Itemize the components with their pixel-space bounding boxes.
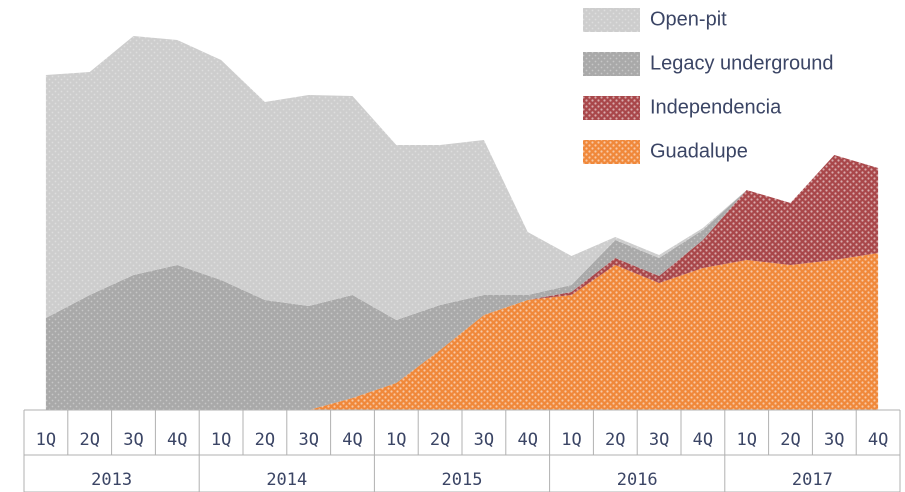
x-tick-label: 2Q [605, 430, 625, 450]
x-tick-label: 3Q [474, 430, 494, 450]
legend-label: Guadalupe [650, 140, 748, 162]
x-tick-label: 3Q [298, 430, 318, 450]
area [45, 253, 879, 410]
x-tick-label: 1Q [561, 430, 581, 450]
x-group-label: 2013 [91, 470, 132, 490]
legend-label: Independencia [650, 96, 782, 118]
x-tick-label: 2Q [79, 430, 99, 450]
legend-swatch [583, 8, 640, 32]
x-group-label: 2017 [792, 470, 833, 490]
legend-swatch [583, 140, 640, 164]
legend-label: Legacy underground [650, 52, 833, 74]
legend-label: Open-pit [650, 8, 727, 30]
x-tick-label: 3Q [824, 430, 844, 450]
x-tick-label: 4Q [517, 430, 537, 450]
x-tick-label: 1Q [386, 430, 406, 450]
x-group-label: 2016 [617, 470, 658, 490]
x-tick-label: 1Q [736, 430, 756, 450]
legend-swatch [583, 96, 640, 120]
x-tick-label: 3Q [649, 430, 669, 450]
x-tick-label: 4Q [167, 430, 187, 450]
x-tick-label: 3Q [123, 430, 143, 450]
x-tick-label: 1Q [36, 430, 56, 450]
x-group-label: 2014 [266, 470, 307, 490]
area [45, 155, 879, 410]
legend-swatch [583, 52, 640, 76]
x-tick-label: 1Q [211, 430, 231, 450]
x-tick-label: 4Q [342, 430, 362, 450]
x-group-label: 2015 [442, 470, 483, 490]
area [45, 36, 879, 320]
x-tick-label: 2Q [780, 430, 800, 450]
x-tick-label: 4Q [693, 430, 713, 450]
x-tick-label: 4Q [868, 430, 888, 450]
x-tick-label: 2Q [255, 430, 275, 450]
x-tick-label: 2Q [430, 430, 450, 450]
